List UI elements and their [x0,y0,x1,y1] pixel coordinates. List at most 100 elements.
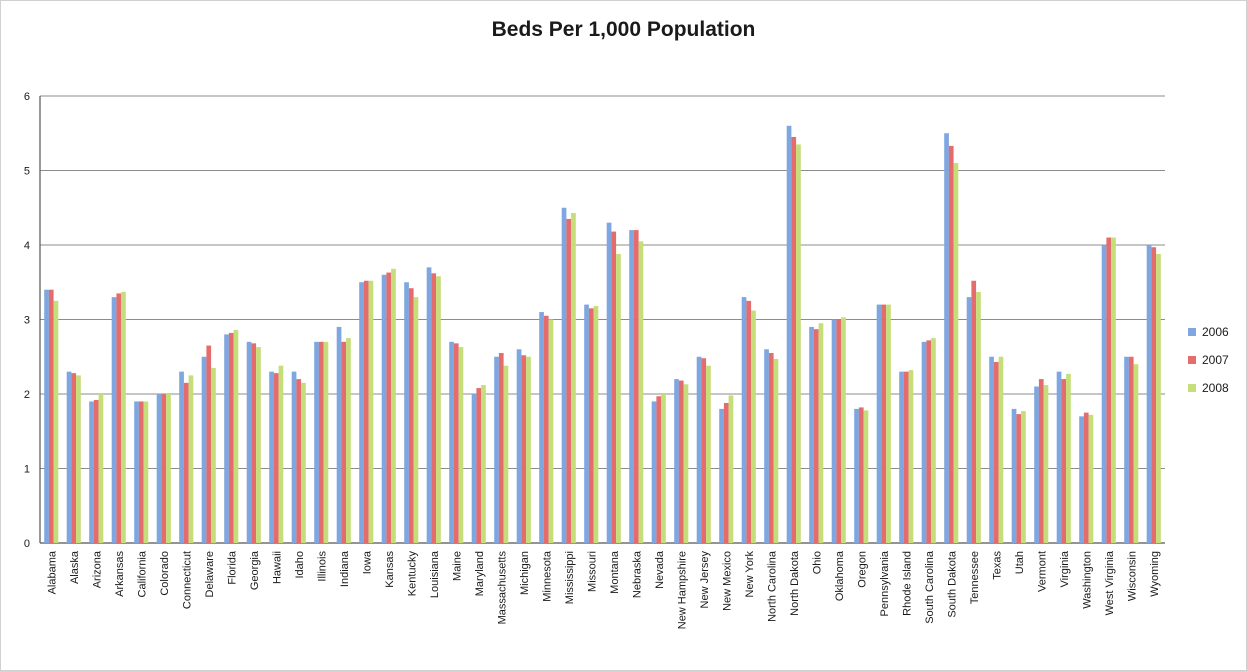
y-tick-label-1: 1 [24,464,30,476]
bar-rhode-island-2006 [899,371,904,543]
bar-alaska-2006 [66,371,72,543]
x-tick-label-west-virginia: West Virginia [1104,550,1116,615]
bar-iowa-2006 [359,282,364,543]
bar-texas-2008 [998,356,1004,543]
bar-minnesota-2007 [543,315,549,543]
x-tick-label-louisiana: Louisiana [429,550,441,598]
bar-new-york-2007 [746,300,752,543]
bar-illinois-2008 [323,341,329,543]
x-tick-label-utah: Utah [1014,551,1026,574]
bar-massachusetts-2006 [494,356,499,543]
bar-maryland-2007 [476,388,482,543]
bar-north-dakota-2006 [786,125,792,544]
bar-new-hampshire-2006 [674,379,679,543]
bar-florida-2008 [233,329,239,543]
chart-title: Beds Per 1,000 Population [491,18,756,41]
bar-missouri-2006 [584,304,589,543]
bar-california-2008 [143,401,149,543]
x-tick-label-kansas: Kansas [384,551,396,588]
x-tick-label-kentucky: Kentucky [406,551,418,597]
bar-wisconsin-2007 [1128,356,1134,543]
x-tick-label-ohio: Ohio [811,551,823,574]
bar-vermont-2006 [1034,386,1039,543]
bar-massachusetts-2007 [498,353,504,543]
bar-pennsylvania-2006 [876,304,882,543]
bar-virginia-2006 [1056,371,1062,543]
bar-delaware-2006 [201,356,207,543]
x-tick-label-new-york: New York [744,551,756,598]
bar-louisiana-2008 [436,276,441,543]
bar-oklahoma-2008 [841,317,846,543]
bar-arizona-2007 [93,399,99,543]
bar-vermont-2008 [1043,385,1049,543]
x-tick-label-montana: Montana [609,550,621,594]
y-tick-label-2: 2 [24,389,30,401]
legend-label-2006: 2006 [1202,325,1229,339]
bar-new-hampshire-2007 [678,380,684,543]
x-tick-label-rhode-island: Rhode Island [901,551,913,616]
bar-minnesota-2006 [539,312,544,543]
bar-west-virginia-2006 [1101,245,1107,543]
bar-kentucky-2008 [413,297,419,543]
bar-arizona-2006 [89,401,94,543]
y-tick-label-6: 6 [24,91,30,103]
bar-georgia-2006 [246,341,252,543]
bar-kentucky-2007 [408,288,414,543]
bar-idaho-2008 [301,382,306,543]
bar-south-carolina-2008 [931,338,936,543]
bar-mississippi-2006 [561,207,567,543]
bar-florida-2006 [224,334,229,543]
bar-arkansas-2007 [116,293,122,543]
x-tick-label-colorado: Colorado [159,551,171,596]
bar-mississippi-2007 [566,218,572,544]
bar-michigan-2008 [526,356,531,543]
bar-massachusetts-2008 [503,365,509,543]
legend-label-2007: 2007 [1202,353,1229,367]
bar-new-mexico-2006 [719,408,724,543]
bar-louisiana-2007 [431,273,437,543]
bar-montana-2007 [611,231,617,543]
x-tick-label-missouri: Missouri [586,551,598,592]
bar-oklahoma-2007 [836,319,842,543]
bar-rhode-island-2008 [908,370,914,543]
x-tick-label-arkansas: Arkansas [114,551,126,597]
x-tick-label-tennessee: Tennessee [969,551,981,604]
x-tick-label-alaska: Alaska [69,550,81,584]
bar-indiana-2008 [346,338,351,543]
x-tick-label-illinois: Illinois [316,551,328,582]
bar-wisconsin-2008 [1133,364,1139,543]
bar-arkansas-2006 [111,297,117,543]
bar-oregon-2008 [863,410,869,543]
legend-swatch-2007 [1188,356,1196,364]
bar-new-mexico-2008 [728,395,734,543]
bar-illinois-2006 [314,341,319,543]
bar-missouri-2008 [593,306,599,543]
bar-alabama-2008 [53,300,59,543]
x-tick-label-georgia: Georgia [249,550,261,590]
x-tick-label-wyoming: Wyoming [1149,551,1161,597]
bar-maryland-2008 [481,385,486,543]
bar-georgia-2007 [251,343,257,543]
bar-south-dakota-2008 [953,163,959,544]
bar-oregon-2006 [854,408,859,543]
bar-indiana-2007 [341,341,347,543]
x-tick-label-north-carolina: North Carolina [766,550,778,622]
x-tick-label-oregon: Oregon [856,551,868,588]
x-tick-label-michigan: Michigan [519,551,531,595]
bar-mississippi-2008 [571,212,576,543]
bar-utah-2007 [1016,414,1022,543]
bar-west-virginia-2008 [1111,237,1116,544]
bar-idaho-2007 [296,379,302,543]
x-tick-label-wisconsin: Wisconsin [1126,551,1138,601]
bar-kansas-2006 [381,274,387,543]
y-tick-label-5: 5 [24,166,30,178]
bar-delaware-2007 [206,345,212,543]
bar-arkansas-2008 [121,291,126,543]
bar-pennsylvania-2008 [886,304,891,543]
x-tick-label-new-mexico: New Mexico [721,551,733,611]
bar-florida-2007 [228,332,234,543]
bar-virginia-2007 [1061,379,1067,543]
bar-utah-2008 [1021,411,1026,543]
bar-new-jersey-2007 [701,358,707,543]
